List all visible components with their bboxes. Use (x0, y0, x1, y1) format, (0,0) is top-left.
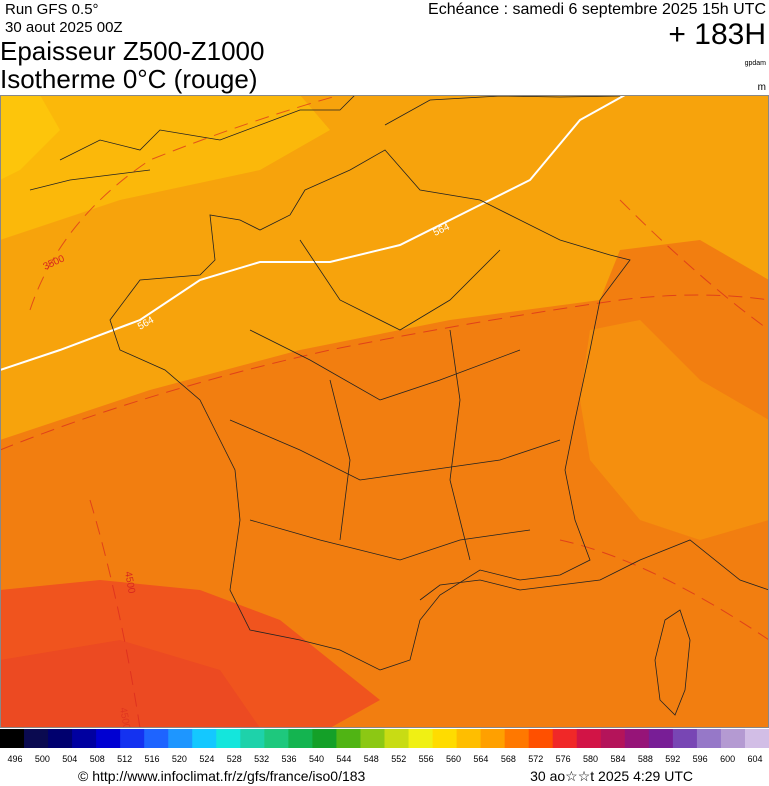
colorbar-label: 580 (583, 754, 598, 764)
colorbar-label: 560 (446, 754, 461, 764)
colorbar-swatch (0, 729, 25, 748)
colorbar-label: 576 (556, 754, 571, 764)
colorbar-label: 512 (117, 754, 132, 764)
coastline (419, 539, 769, 601)
colorbar: 496 500 504 508 512 516 520 524 528 532 536 540 544 5… (0, 729, 769, 764)
colorbar-label: 500 (35, 754, 50, 764)
footer-stamp: 30 ao☆☆t 2025 4:29 UTC (530, 768, 693, 784)
field-zone (0, 95, 330, 240)
colorbar-label: 564 (473, 754, 488, 764)
colorbar-label: 516 (145, 754, 160, 764)
colorbar-label: 588 (638, 754, 653, 764)
colorbar-label: 552 (391, 754, 406, 764)
colorbar-label: 604 (747, 754, 762, 764)
colorbar-swatch (216, 729, 241, 748)
field-zone (0, 640, 260, 728)
contour-label: 4500 (117, 707, 132, 731)
colorbar-label: 544 (336, 754, 351, 764)
colorbar-label: 520 (172, 754, 187, 764)
title-line-2: Isotherme 0°C (rouge) (0, 64, 258, 94)
coastline (29, 169, 151, 191)
map: 3500 564 564 4500 4500 (0, 95, 769, 731)
lead-time: + 183H (668, 18, 766, 51)
isotherm (559, 539, 769, 641)
colorbar-swatch (720, 729, 746, 748)
colorbar-swatch (192, 729, 217, 748)
colorbar-label: 568 (501, 754, 516, 764)
colorbar-swatch (168, 729, 193, 748)
colorbar-swatch (648, 729, 674, 748)
colorbar-swatch (240, 729, 265, 748)
colorbar-swatch (696, 729, 722, 748)
colorbar-swatch (384, 729, 410, 748)
colorbar-swatch (456, 729, 482, 748)
colorbar-swatch (672, 729, 698, 748)
colorbar-swatch (744, 729, 769, 748)
run-date: 30 aout 2025 00Z (5, 19, 123, 36)
colorbar-swatch (624, 729, 650, 748)
isotherm (29, 95, 341, 311)
colorbar-swatch (288, 729, 313, 748)
colorbar-swatch (360, 729, 385, 748)
colorbar-label: 596 (693, 754, 708, 764)
colorbar-label: 600 (720, 754, 735, 764)
colorbar-label: 532 (254, 754, 269, 764)
colorbar-swatch (600, 729, 626, 748)
run-label: Run GFS 0.5° (5, 1, 99, 18)
colorbar-swatch (480, 729, 506, 748)
colorbar-swatch (96, 729, 121, 748)
colorbar-label: 508 (90, 754, 105, 764)
colorbar-label: 528 (227, 754, 242, 764)
colorbar-swatch (576, 729, 602, 748)
colorbar-label: 548 (364, 754, 379, 764)
colorbar-swatch (264, 729, 289, 748)
colorbar-label: 496 (7, 754, 22, 764)
unit-gpdam: gpdam (745, 60, 767, 67)
coastline (59, 95, 356, 161)
field-zone (580, 320, 769, 540)
isotherm (89, 499, 141, 728)
colorbar-swatch (552, 729, 578, 748)
colorbar-swatch (24, 729, 49, 748)
colorbar-label: 592 (665, 754, 680, 764)
france-border (109, 149, 631, 671)
colorbar-swatch (528, 729, 554, 748)
admin-boundary (229, 239, 561, 561)
isotherm (619, 199, 769, 331)
contour-label: 4500 (122, 571, 137, 595)
colorbar-swatch (336, 729, 361, 748)
colorbar-label: 504 (62, 754, 77, 764)
unit-m: m (758, 82, 766, 93)
isotherm (0, 294, 769, 451)
footer-url: © http://www.infoclimat.fr/z/gfs/france/… (78, 768, 366, 784)
colorbar-label: 540 (309, 754, 324, 764)
valid-time: Echéance : samedi 6 septembre 2025 15h U… (428, 1, 766, 18)
colorbar-swatch (144, 729, 169, 748)
colorbar-swatch (120, 729, 145, 748)
colorbar-label: 584 (610, 754, 625, 764)
colorbar-swatch (504, 729, 530, 748)
corsica (654, 609, 691, 716)
colorbar-label: 524 (199, 754, 214, 764)
colorbar-label: 536 (282, 754, 297, 764)
colorbar-label: 556 (419, 754, 434, 764)
colorbar-swatch (72, 729, 97, 748)
field-zone (0, 95, 60, 180)
colorbar-swatch (408, 729, 434, 748)
colorbar-label: 572 (528, 754, 543, 764)
title-line-1: Epaisseur Z500-Z1000 (0, 36, 264, 66)
colorbar-swatch (48, 729, 73, 748)
colorbar-swatch (312, 729, 337, 748)
colorbar-swatch (432, 729, 458, 748)
